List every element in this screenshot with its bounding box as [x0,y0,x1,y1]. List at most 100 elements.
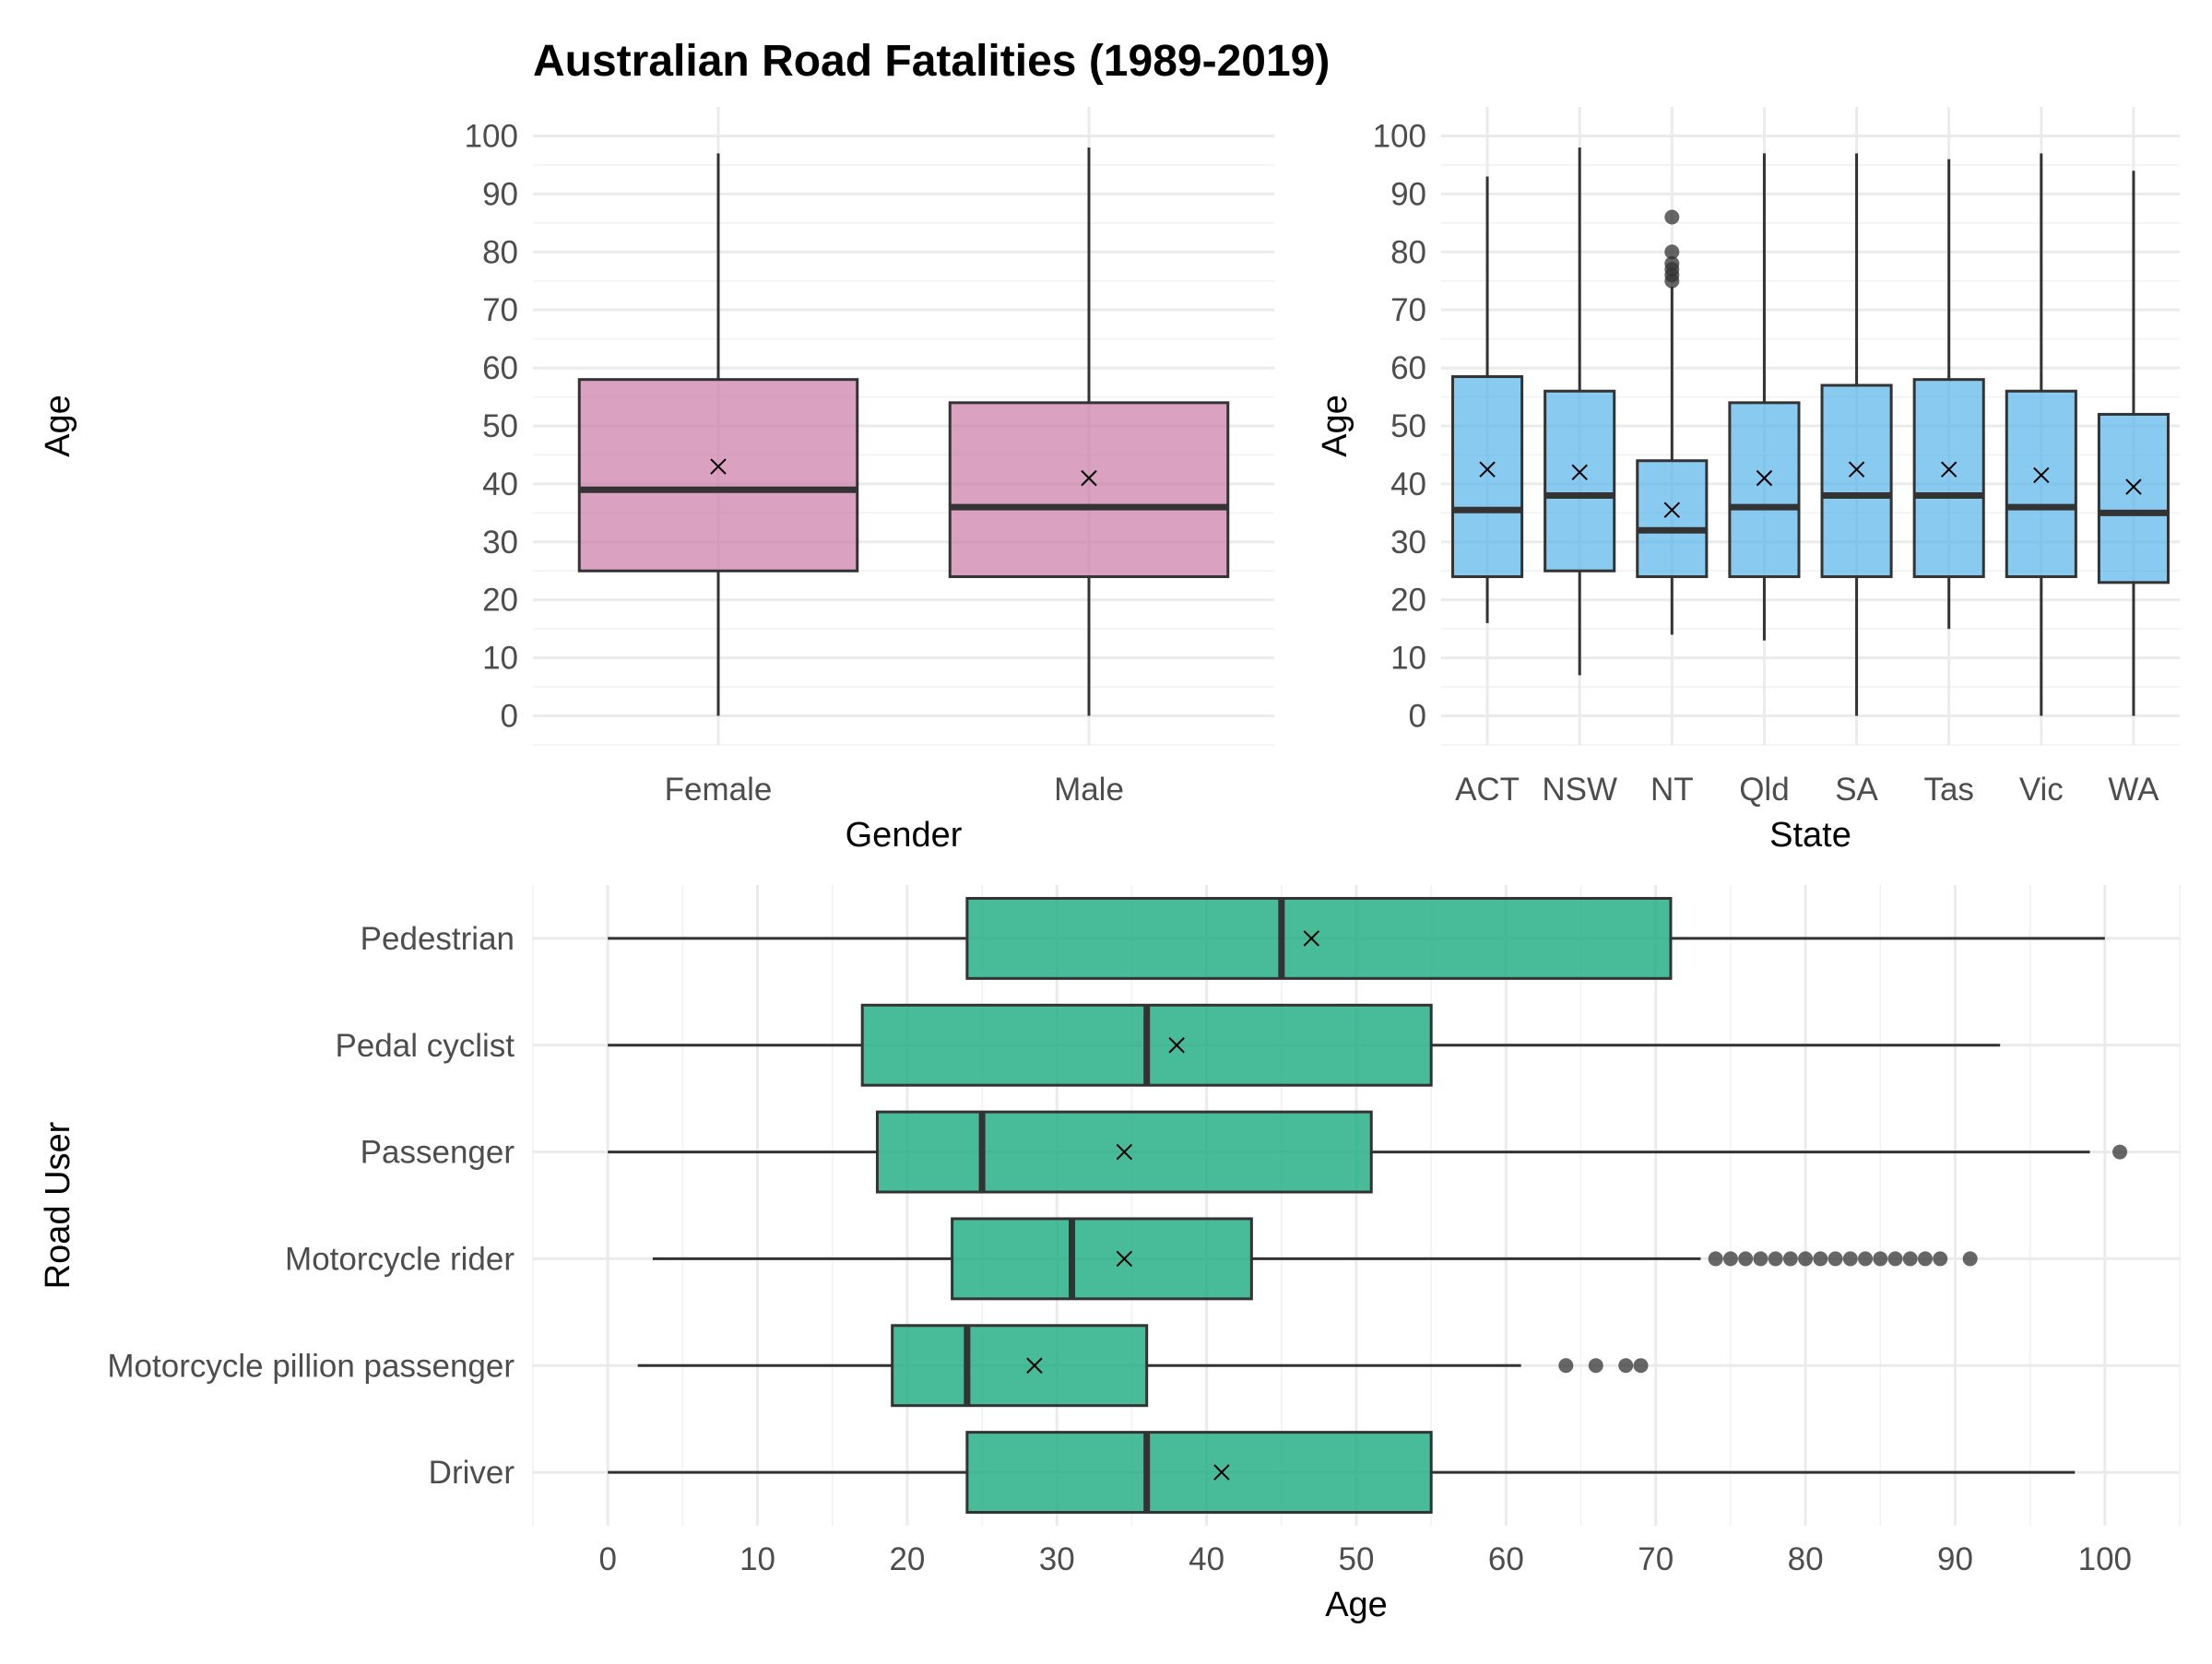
iqr-box [891,1324,1149,1408]
y-tick-label: 40 [1390,466,1426,502]
state-boxplot-panel: 0 10 20 30 40 50 60 70 80 90 100 ACT NSW NT Qld SA Tas Vi… [1316,107,2180,855]
outlier-point [1902,1251,1918,1267]
mean-marker [1571,464,1588,481]
y-tick-label: 50 [1390,408,1426,444]
iqr-box [948,401,1230,579]
x-axis-title: Gender [846,816,963,855]
y-tick-label: 10 [1390,641,1426,677]
mean-marker [1116,1143,1133,1161]
mean-marker [1663,502,1681,518]
outlier-point [1798,1251,1814,1267]
road-user-boxplot-panel: 0 10 20 30 40 50 60 70 80 90 100 Pedestrian Pedal cy… [39,885,2181,1624]
y-tick-label: 20 [1390,583,1426,619]
y-axis-title: Age [1316,395,1354,457]
mean-marker [2125,478,2142,495]
x-axis-title: State [1769,816,1851,855]
y-tick-label: 90 [482,176,518,212]
outlier-point [2112,1144,2128,1160]
y-tick-label: Pedestrian [361,921,515,957]
y-tick-label: 60 [482,350,518,386]
y-tick-label: 100 [1373,118,1426,154]
x-tick-label: SA [1835,772,1878,808]
mean-marker [1081,469,1097,487]
y-tick-label: Pedal cyclist [335,1028,515,1064]
y-tick-label: Passenger [361,1135,515,1171]
mean-marker [1213,1464,1230,1481]
x-tick-label: Vic [2019,772,2064,808]
x-tick-label: 90 [1937,1541,1973,1577]
outlier-point [1722,1251,1738,1267]
x-tick-label: 80 [1788,1541,1824,1577]
mean-marker [1848,461,1865,478]
y-tick-label: 50 [482,408,518,444]
y-axis-title: Age [39,395,77,457]
outlier-point [1768,1251,1783,1267]
iqr-box [577,378,859,572]
iqr-box [965,896,1673,980]
iqr-box [1636,459,1709,579]
y-tick-label: 0 [501,699,518,735]
y-axis-title: Road User [39,1121,77,1289]
x-tick-label: 30 [1039,1541,1075,1577]
mean-marker [1940,461,1958,478]
outlier-point [1633,1358,1649,1374]
iqr-box [1544,389,1616,572]
mean-marker [710,458,727,475]
x-tick-label: NSW [1542,772,1617,808]
outlier-point [1558,1358,1574,1374]
outlier-point [1618,1358,1634,1374]
iqr-box [1820,384,1893,579]
y-tick-label: Motorcycle rider [285,1241,515,1277]
x-tick-label: 0 [598,1541,616,1577]
mean-marker [1756,469,1773,487]
outlier-point [1664,244,1680,260]
x-tick-label: 50 [1339,1541,1375,1577]
y-tick-label: Motorcycle pillion passenger [107,1348,515,1384]
outlier-point [1664,209,1680,225]
iqr-box [2005,389,2077,579]
mean-marker [1168,1037,1185,1054]
y-tick-label: 70 [1390,292,1426,328]
y-tick-label: 90 [1390,176,1426,212]
iqr-box [951,1217,1253,1301]
mean-marker [1026,1357,1043,1374]
x-tick-label: 20 [889,1541,925,1577]
y-tick-label: 80 [1390,234,1426,270]
x-tick-label: NT [1650,772,1694,808]
mean-marker [2033,466,2050,484]
outlier-point [1842,1251,1858,1267]
x-tick-label: Tas [1923,772,1973,808]
mean-marker [1479,461,1496,478]
outlier-point [1738,1251,1754,1267]
y-tick-label: 30 [1390,525,1426,561]
x-tick-label: 40 [1189,1541,1224,1577]
outlier-point [1813,1251,1828,1267]
outlier-point [1962,1251,1978,1267]
y-tick-label: 80 [482,234,518,270]
x-axis-title: Age [1325,1586,1388,1624]
y-tick-label: 60 [1390,350,1426,386]
outlier-point [1828,1251,1843,1267]
outlier-point [1588,1358,1603,1374]
x-tick-label: 70 [1638,1541,1674,1577]
gender-boxplot-panel: 0 10 20 30 40 50 60 70 80 90 100 Female Male Gender Ag… [39,107,1274,855]
x-tick-label: Qld [1739,772,1789,808]
iqr-box [965,1431,1433,1515]
outlier-point [1782,1251,1798,1267]
outlier-point [1917,1251,1933,1267]
x-tick-label: 100 [2078,1541,2132,1577]
outlier-point [1664,255,1680,271]
chart-title: Australian Road Fatalities (1989-2019) [533,37,1330,86]
outlier-point [1873,1251,1888,1267]
iqr-box [1451,375,1524,579]
y-tick-label: 100 [465,118,518,154]
outlier-point [1708,1251,1723,1267]
x-tick-label: 10 [739,1541,775,1577]
iqr-box [1728,401,1801,579]
mean-marker [1116,1250,1133,1268]
x-tick-label: ACT [1455,772,1520,808]
x-tick-label: Male [1054,772,1124,808]
iqr-box [1912,378,1985,579]
